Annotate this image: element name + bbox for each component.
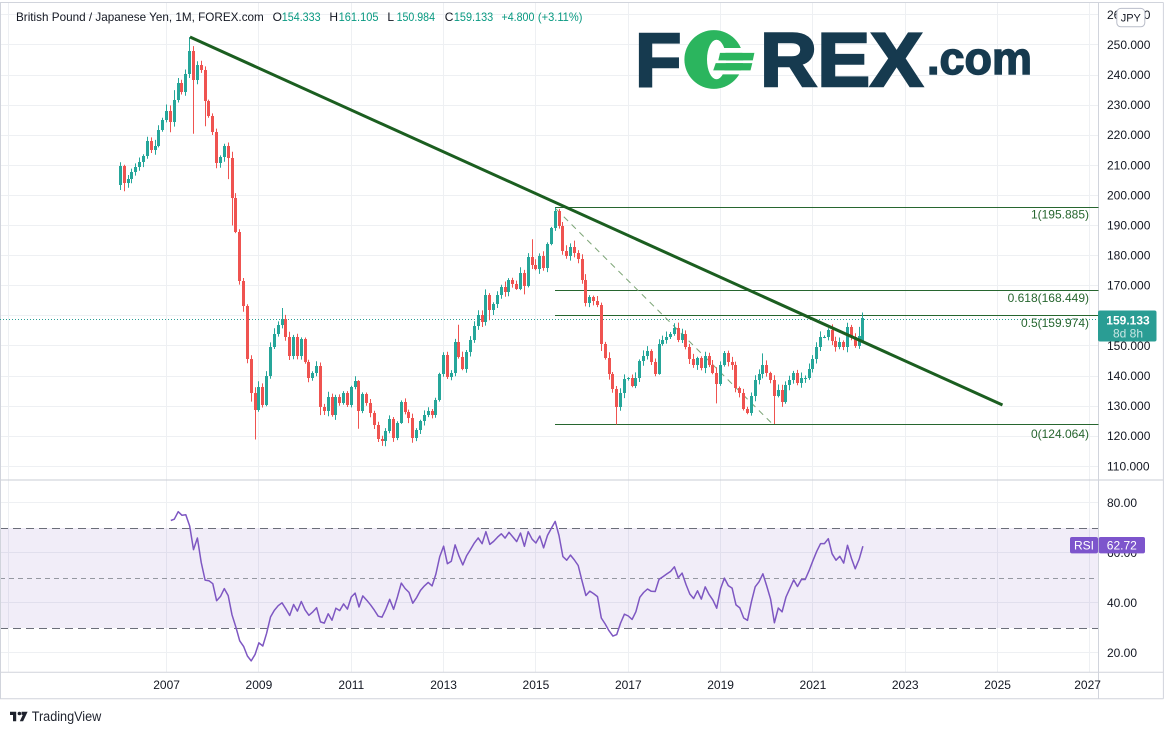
svg-text:O: O — [273, 10, 282, 24]
svg-text:159.133: 159.133 — [1106, 314, 1150, 328]
svg-text:2013: 2013 — [430, 678, 457, 692]
svg-text:200.000: 200.000 — [1107, 188, 1151, 202]
svg-text:JPY: JPY — [1121, 13, 1142, 25]
svg-text:1(195.885): 1(195.885) — [1031, 207, 1089, 221]
svg-text:0.5(159.974): 0.5(159.974) — [1021, 316, 1089, 330]
svg-text:+4.800: +4.800 — [502, 10, 535, 24]
svg-text:2025: 2025 — [984, 678, 1011, 692]
svg-text:80.00: 80.00 — [1107, 496, 1137, 510]
svg-text:0(124.064): 0(124.064) — [1031, 427, 1089, 441]
svg-text:150.984: 150.984 — [397, 10, 436, 24]
svg-text:190.000: 190.000 — [1107, 219, 1151, 233]
svg-text:8d 8h: 8d 8h — [1113, 327, 1143, 341]
svg-text:F: F — [635, 18, 681, 103]
svg-text:230.000: 230.000 — [1107, 98, 1151, 112]
svg-text:2019: 2019 — [707, 678, 734, 692]
svg-text:.com: .com — [927, 33, 1032, 84]
svg-text:2021: 2021 — [800, 678, 827, 692]
svg-text:RSI: RSI — [1074, 539, 1094, 553]
svg-text:0.618(168.449): 0.618(168.449) — [1008, 291, 1089, 305]
svg-text:159.133: 159.133 — [454, 10, 494, 24]
svg-text:2023: 2023 — [892, 678, 919, 692]
svg-text:2015: 2015 — [523, 678, 550, 692]
svg-text:240.000: 240.000 — [1107, 68, 1151, 82]
svg-text:L: L — [387, 10, 394, 24]
svg-text:120.000: 120.000 — [1107, 429, 1151, 443]
svg-text:British Pound / Japanese Yen,: British Pound / Japanese Yen, 1M, FOREX.… — [16, 10, 264, 24]
svg-text:20.00: 20.00 — [1107, 646, 1137, 660]
svg-text:170.000: 170.000 — [1107, 279, 1151, 293]
svg-text:154.333: 154.333 — [282, 10, 321, 24]
svg-text:2009: 2009 — [246, 678, 273, 692]
svg-text:2017: 2017 — [615, 678, 642, 692]
svg-text:150.000: 150.000 — [1107, 339, 1151, 353]
svg-text:TradingView: TradingView — [32, 709, 102, 724]
svg-text:H: H — [329, 10, 338, 24]
svg-text:REX: REX — [760, 18, 923, 103]
svg-text:210.000: 210.000 — [1107, 158, 1151, 172]
svg-text:110.000: 110.000 — [1107, 459, 1150, 473]
svg-text:62.72: 62.72 — [1107, 539, 1137, 553]
svg-text:140.000: 140.000 — [1107, 369, 1151, 383]
svg-text:180.000: 180.000 — [1107, 249, 1151, 263]
svg-text:250.000: 250.000 — [1107, 38, 1151, 52]
svg-text:130.000: 130.000 — [1107, 399, 1151, 413]
svg-text:(+3.11%): (+3.11%) — [538, 10, 583, 24]
svg-text:C: C — [445, 10, 454, 24]
svg-text:2027: 2027 — [1074, 678, 1101, 692]
svg-text:2007: 2007 — [153, 678, 180, 692]
svg-text:40.00: 40.00 — [1107, 596, 1137, 610]
svg-text:161.105: 161.105 — [339, 10, 379, 24]
svg-text:2011: 2011 — [338, 678, 364, 692]
svg-text:220.000: 220.000 — [1107, 128, 1151, 142]
